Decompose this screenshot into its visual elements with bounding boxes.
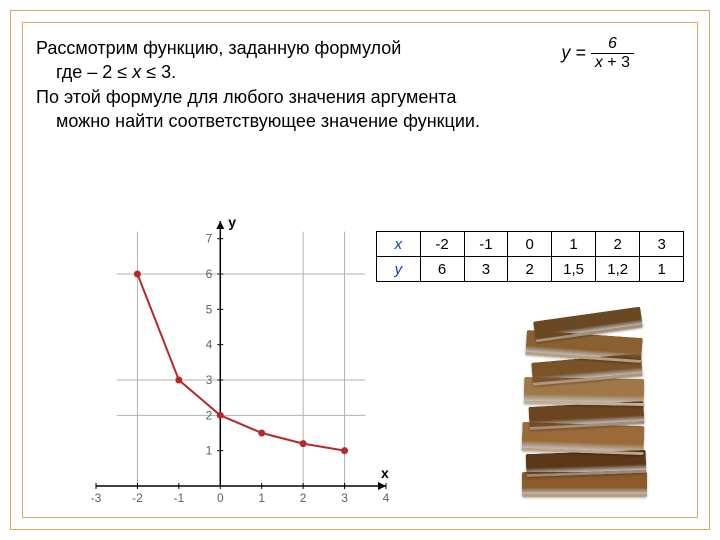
books-image <box>514 294 654 494</box>
text-line2a: где – 2 ≤ <box>56 62 132 82</box>
table-cell: 2 <box>596 232 640 257</box>
table-cell: 3 <box>464 257 508 282</box>
value-table: x -2 -1 0 1 2 3 y 6 3 2 1,5 1,2 1 <box>376 231 684 282</box>
slide-content: Рассмотрим функцию, заданную формулой гд… <box>36 36 684 504</box>
formula-fraction: 6 x + 3 <box>591 36 634 71</box>
table-cell: 2 <box>508 257 552 282</box>
table-cell: 0 <box>508 232 552 257</box>
text-line2b: ≤ 3. <box>141 62 176 82</box>
svg-text:0: 0 <box>217 491 224 505</box>
table-cell: -2 <box>420 232 464 257</box>
text-line4: можно найти соответствующее значение фун… <box>56 111 480 131</box>
table-cell: -1 <box>464 232 508 257</box>
svg-text:5: 5 <box>206 302 213 316</box>
svg-text:-3: -3 <box>91 491 102 505</box>
svg-text:7: 7 <box>206 232 213 246</box>
svg-text:1: 1 <box>258 491 265 505</box>
table-cell: 1 <box>640 257 684 282</box>
table-cell: 6 <box>420 257 464 282</box>
svg-text:1: 1 <box>206 444 213 458</box>
svg-text:6: 6 <box>206 267 213 281</box>
svg-text:x: x <box>381 465 389 481</box>
text-line3: По этой формуле для любого значения аргу… <box>36 87 456 107</box>
svg-text:3: 3 <box>206 373 213 387</box>
formula-num: 6 <box>591 36 634 53</box>
svg-text:3: 3 <box>341 491 348 505</box>
svg-text:4: 4 <box>383 491 390 505</box>
table-row-x: x -2 -1 0 1 2 3 <box>377 232 684 257</box>
svg-text:-2: -2 <box>132 491 143 505</box>
formula: y = 6 x + 3 <box>561 36 634 71</box>
text-line2x: х <box>132 62 141 82</box>
table-cell: 1,2 <box>596 257 640 282</box>
table-cell: 1,5 <box>552 257 596 282</box>
formula-lhs: y = <box>561 42 586 62</box>
function-chart: -3 -2 -1 0 1 2 3 4 1 2 3 4 5 6 7 x y <box>66 206 406 516</box>
svg-text:2: 2 <box>300 491 307 505</box>
table-cell: 3 <box>640 232 684 257</box>
svg-text:y: y <box>228 214 236 230</box>
svg-text:-1: -1 <box>174 491 185 505</box>
formula-den: x + 3 <box>591 53 634 71</box>
svg-text:4: 4 <box>206 338 213 352</box>
table-cell: 1 <box>552 232 596 257</box>
text-line1: Рассмотрим функцию, заданную формулой <box>36 38 401 58</box>
table-row-y: y 6 3 2 1,5 1,2 1 <box>377 257 684 282</box>
svg-text:2: 2 <box>206 408 213 422</box>
